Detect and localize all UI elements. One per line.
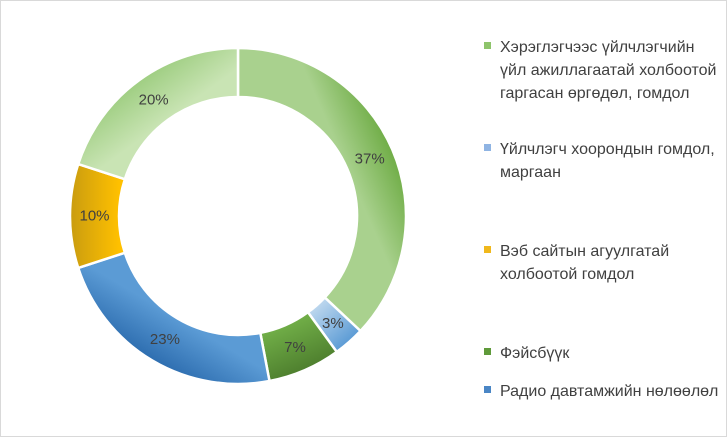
slice-value-label: 20% [139, 91, 169, 108]
slice-value-label: 3% [322, 315, 344, 332]
donut-slices [68, 46, 408, 386]
slice-value-label: 37% [355, 151, 385, 168]
slice-value-label: 10% [79, 208, 109, 225]
donut-slice [76, 46, 240, 181]
slice-value-label: 23% [150, 331, 180, 348]
legend-marker [484, 144, 491, 151]
legend-label: Хэрэглэгчээс үйлчлэгчийн үйл ажиллагаата… [500, 39, 717, 102]
legend-label: Радио давтамжийн нөлөөлөл [500, 383, 719, 400]
legend-marker [484, 42, 491, 49]
legend-label: Вэб сайтын агуулгатай холбоотой гомдол [500, 243, 670, 283]
legend-marker [484, 246, 491, 253]
legend-label: Үйлчлэгч хоорондын гомдол, маргаан [500, 141, 715, 181]
legend-marker [484, 386, 491, 393]
chart-legend: Хэрэглэгчээс үйлчлэгчийн үйл ажиллагаата… [484, 0, 724, 437]
slice-value-labels: 37% 3% 7% 23% 10% 20% [79, 91, 384, 356]
slice-value-label: 7% [284, 339, 306, 356]
donut-chart: 37% 3% 7% 23% 10% 20% [68, 46, 408, 386]
legend-label: Фэйсбүүк [500, 345, 570, 362]
donut-slice [76, 251, 271, 386]
legend-marker [484, 348, 491, 355]
donut-slice [236, 46, 408, 333]
